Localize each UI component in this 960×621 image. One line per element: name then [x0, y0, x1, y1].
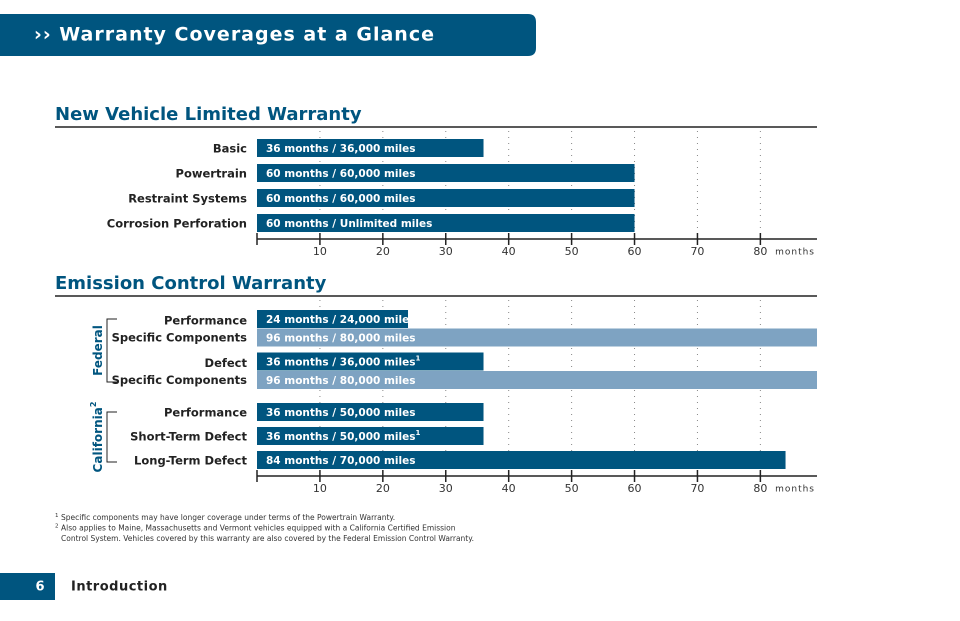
row-label: Performance	[164, 313, 247, 327]
footnote-ref: 1	[415, 429, 420, 437]
bar	[257, 310, 409, 328]
row-label: Short-Term Defect	[130, 430, 247, 444]
row-label: Basic	[213, 142, 247, 156]
bar	[257, 451, 786, 469]
chart-title: New Vehicle Limited Warranty	[55, 104, 362, 125]
footnote: Control System. Vehicles covered by this…	[61, 534, 474, 543]
footnote-text: Specific components may have longer cove…	[61, 513, 395, 522]
row-label: Specific Components	[112, 330, 248, 344]
x-tick-label: 40	[502, 245, 516, 258]
x-tick-label: 70	[690, 245, 704, 258]
bar-label: 96 months / 80,000 miles	[266, 375, 415, 387]
bars	[257, 310, 817, 469]
page-number-box	[0, 573, 55, 600]
bar	[257, 328, 817, 347]
x-tick-label: 60	[628, 245, 642, 258]
bar-label: 96 months / 80,000 miles	[266, 333, 415, 345]
bar	[257, 371, 817, 389]
footnote-ref: 2	[89, 402, 98, 408]
bar-label: 36 months / 36,000 miles1	[266, 355, 420, 369]
x-unit: months	[775, 248, 815, 258]
row-label: Restraint Systems	[128, 192, 247, 206]
x-tick-label: 70	[690, 482, 704, 495]
group-bracket	[106, 411, 117, 463]
x-tick-label: 80	[753, 245, 767, 258]
section-name: Introduction	[71, 580, 168, 595]
bar-label-text: 24 months / 24,000 miles	[266, 314, 415, 326]
footnote-marker: 1	[55, 513, 59, 519]
bar-label: 36 months / 36,000 miles	[266, 143, 415, 155]
bar-label: 36 months / 50,000 miles	[266, 407, 415, 419]
footnote-text: Also applies to Maine, Massachusetts and…	[61, 524, 456, 533]
footnote-ref: 1	[415, 355, 420, 363]
bar-label: 60 months / Unlimited miles	[266, 218, 432, 230]
bars	[257, 139, 635, 232]
x-tick-label: 10	[313, 245, 327, 258]
x-unit: months	[775, 485, 815, 495]
bar-label-text: 96 months / 80,000 miles	[266, 333, 415, 345]
x-tick-label: 30	[439, 245, 453, 258]
bar-label-text: 36 months / 36,000 miles	[266, 357, 415, 369]
footnote: 2 Also applies to Maine, Massachusetts an…	[55, 523, 456, 533]
bar-label-text: 36 months / 36,000 miles	[266, 143, 415, 155]
row-label: Performance	[164, 406, 247, 420]
group-label: California2	[89, 402, 105, 473]
x-tick-label: 60	[628, 482, 642, 495]
header-band	[0, 14, 536, 56]
bar-label: 60 months / 60,000 miles	[266, 168, 415, 180]
x-tick-label: 10	[313, 482, 327, 495]
bar-label-text: 60 months / Unlimited miles	[266, 218, 432, 230]
x-tick-label: 20	[376, 245, 390, 258]
row-label: Long-Term Defect	[134, 454, 247, 468]
bar-label: 60 months / 60,000 miles	[266, 193, 415, 205]
x-tick-label: 50	[565, 245, 579, 258]
row-label: Corrosion Perforation	[107, 217, 247, 231]
bar-label: 36 months / 50,000 miles1	[266, 429, 420, 443]
footnote-text: Control System. Vehicles covered by this…	[61, 534, 474, 543]
footnote-marker: 2	[55, 523, 59, 529]
row-label: Defect	[205, 356, 248, 370]
x-tick-label: 80	[753, 482, 767, 495]
group-label-text: Federal	[91, 325, 105, 376]
footnote: 1 Specific components may have longer cov…	[55, 513, 395, 523]
bar-label: 84 months / 70,000 miles	[266, 455, 415, 467]
bar	[257, 214, 635, 232]
bar	[257, 189, 635, 207]
bar-label-text: 96 months / 80,000 miles	[266, 375, 415, 387]
bar-label: 24 months / 24,000 miles	[266, 314, 415, 326]
bar-label-text: 84 months / 70,000 miles	[266, 455, 415, 467]
bar	[257, 427, 484, 445]
chart-title: Emission Control Warranty	[55, 273, 327, 294]
x-tick-label: 40	[502, 482, 516, 495]
bar	[257, 403, 484, 421]
x-tick-label: 30	[439, 482, 453, 495]
bar-label-text: 36 months / 50,000 miles	[266, 407, 415, 419]
bar	[257, 139, 484, 157]
row-label: Specific Components	[112, 373, 248, 387]
bar-label-text: 60 months / 60,000 miles	[266, 193, 415, 205]
bar	[257, 164, 635, 182]
x-tick-label: 20	[376, 482, 390, 495]
page-title: ›› Warranty Coverages at a Glance	[34, 24, 435, 46]
bar-label-text: 60 months / 60,000 miles	[266, 168, 415, 180]
page-number: 6	[35, 580, 44, 595]
group-bracket	[106, 318, 117, 383]
group-label-text: California	[91, 407, 105, 472]
group-label: Federal	[91, 325, 105, 376]
bar-label-text: 36 months / 50,000 miles	[266, 431, 415, 443]
row-label: Powertrain	[176, 167, 247, 181]
x-tick-label: 50	[565, 482, 579, 495]
bar	[257, 352, 484, 371]
